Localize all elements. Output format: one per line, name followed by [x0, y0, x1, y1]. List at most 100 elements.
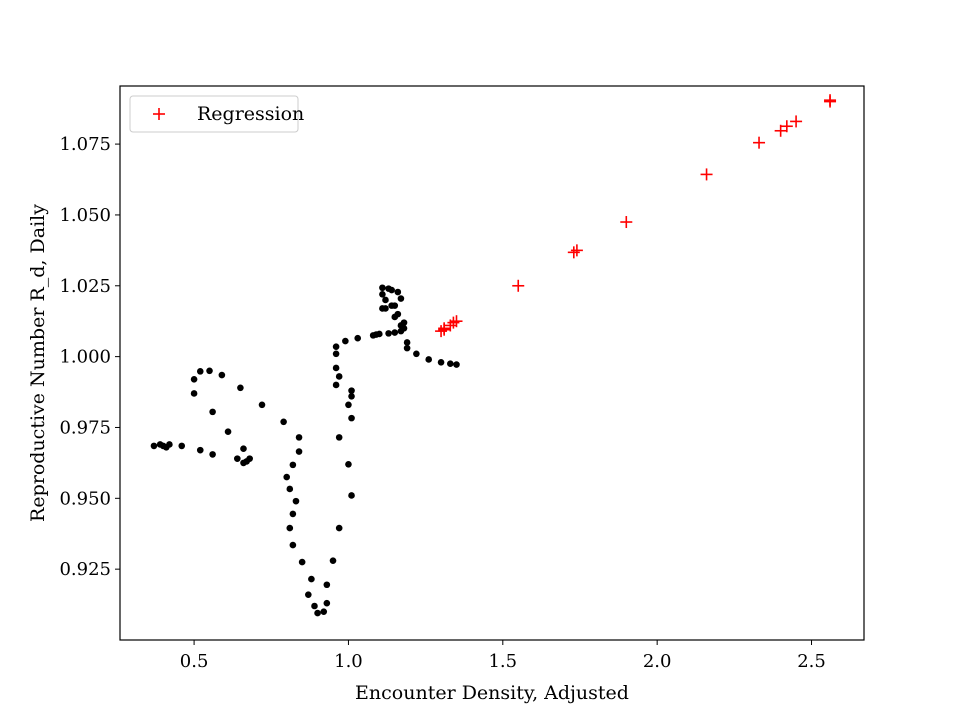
- data-point: [329, 557, 337, 564]
- legend-box: [129, 95, 299, 133]
- data-point: [332, 350, 340, 358]
- data-point: [320, 608, 328, 615]
- y-tick-label: 1.025: [59, 276, 111, 297]
- data-point: [348, 414, 355, 422]
- data-point: [289, 510, 297, 518]
- data-point: [308, 575, 315, 583]
- data-point: [391, 313, 399, 321]
- data-point: [354, 334, 362, 342]
- data-point: [218, 371, 226, 379]
- data-point: [150, 442, 158, 450]
- data-point: [234, 455, 241, 462]
- data-point: [345, 401, 352, 409]
- data-point: [224, 428, 232, 436]
- data-point: [166, 441, 173, 448]
- data-point: [379, 290, 386, 298]
- regression-point: [438, 322, 451, 335]
- y-axis-label: Reproductive Number R_d, Daily: [27, 204, 49, 522]
- data-point: [397, 322, 405, 329]
- regression-point: [824, 94, 837, 107]
- data-point: [178, 442, 186, 450]
- data-point: [190, 390, 198, 397]
- data-point: [209, 408, 216, 416]
- x-axis-label: Encounter Density, Adjusted: [355, 682, 629, 704]
- data-point: [376, 330, 383, 338]
- regression-point: [435, 325, 448, 338]
- data-point: [332, 381, 340, 389]
- data-point: [295, 434, 303, 441]
- regression-point: [780, 120, 793, 133]
- data-point: [209, 451, 216, 458]
- data-point: [289, 461, 297, 469]
- data-point: [403, 339, 411, 346]
- data-point: [332, 343, 340, 351]
- data-point: [425, 356, 433, 363]
- regression-point: [774, 124, 787, 137]
- data-point: [453, 361, 460, 368]
- y-tick-label: 1.000: [59, 347, 111, 368]
- data-point: [342, 337, 349, 345]
- regression-point: [447, 316, 460, 329]
- x-tick-label: 2.0: [643, 651, 672, 672]
- data-point: [295, 448, 303, 455]
- data-point: [332, 364, 340, 372]
- data-point: [286, 524, 294, 532]
- legend-plus: [153, 108, 165, 120]
- data-point: [292, 497, 300, 505]
- plot-area: [150, 94, 837, 617]
- legend-label-regression: Regression: [197, 103, 304, 125]
- data-point: [196, 368, 204, 375]
- regression-point: [444, 319, 457, 332]
- data-point: [345, 461, 352, 468]
- data-point: [391, 329, 399, 336]
- y-axis: 0.925 0.950 0.975 1.000 1.025 1.050 1.075: [59, 134, 120, 580]
- data-point: [437, 358, 445, 366]
- data-point: [385, 330, 392, 337]
- data-point: [413, 350, 420, 358]
- data-point: [323, 581, 331, 589]
- data-point: [196, 446, 204, 454]
- data-point: [206, 367, 213, 375]
- data-point: [283, 473, 291, 481]
- data-point: [379, 305, 386, 312]
- data-point: [237, 384, 244, 392]
- data-point: [240, 445, 247, 453]
- y-tick-label: 0.950: [59, 488, 111, 509]
- data-point: [394, 288, 402, 296]
- data-point: [379, 284, 386, 292]
- x-tick-label: 1.5: [488, 651, 517, 672]
- data-point: [335, 373, 343, 380]
- data-point: [314, 609, 321, 617]
- data-point: [258, 401, 266, 409]
- data-point: [289, 541, 297, 549]
- x-tick-label: 2.5: [797, 651, 826, 672]
- x-tick-label: 0.5: [180, 651, 209, 672]
- data-point: [348, 492, 355, 499]
- data-point: [298, 558, 306, 566]
- data-point: [286, 485, 294, 493]
- data-point: [280, 418, 287, 426]
- data-point: [311, 602, 318, 610]
- y-tick-label: 1.075: [59, 134, 111, 155]
- regression-point: [570, 244, 583, 257]
- legend-marker-regression: [153, 108, 165, 120]
- regression-point: [567, 246, 580, 259]
- data-point: [397, 295, 405, 302]
- legend: Regression: [129, 95, 304, 133]
- data-point: [246, 455, 253, 462]
- plot-frame: [119, 85, 865, 641]
- y-tick-label: 1.050: [59, 205, 111, 226]
- data-point: [190, 375, 198, 383]
- regression-point: [620, 216, 633, 229]
- data-point: [348, 387, 355, 394]
- regression-point: [512, 279, 525, 292]
- data-point: [305, 591, 312, 598]
- data-point: [348, 392, 355, 400]
- regression-point: [790, 115, 803, 128]
- regression-point: [700, 168, 713, 181]
- data-point: [391, 302, 399, 309]
- data-point: [403, 344, 411, 352]
- data-point: [323, 599, 331, 607]
- data-point: [382, 296, 389, 304]
